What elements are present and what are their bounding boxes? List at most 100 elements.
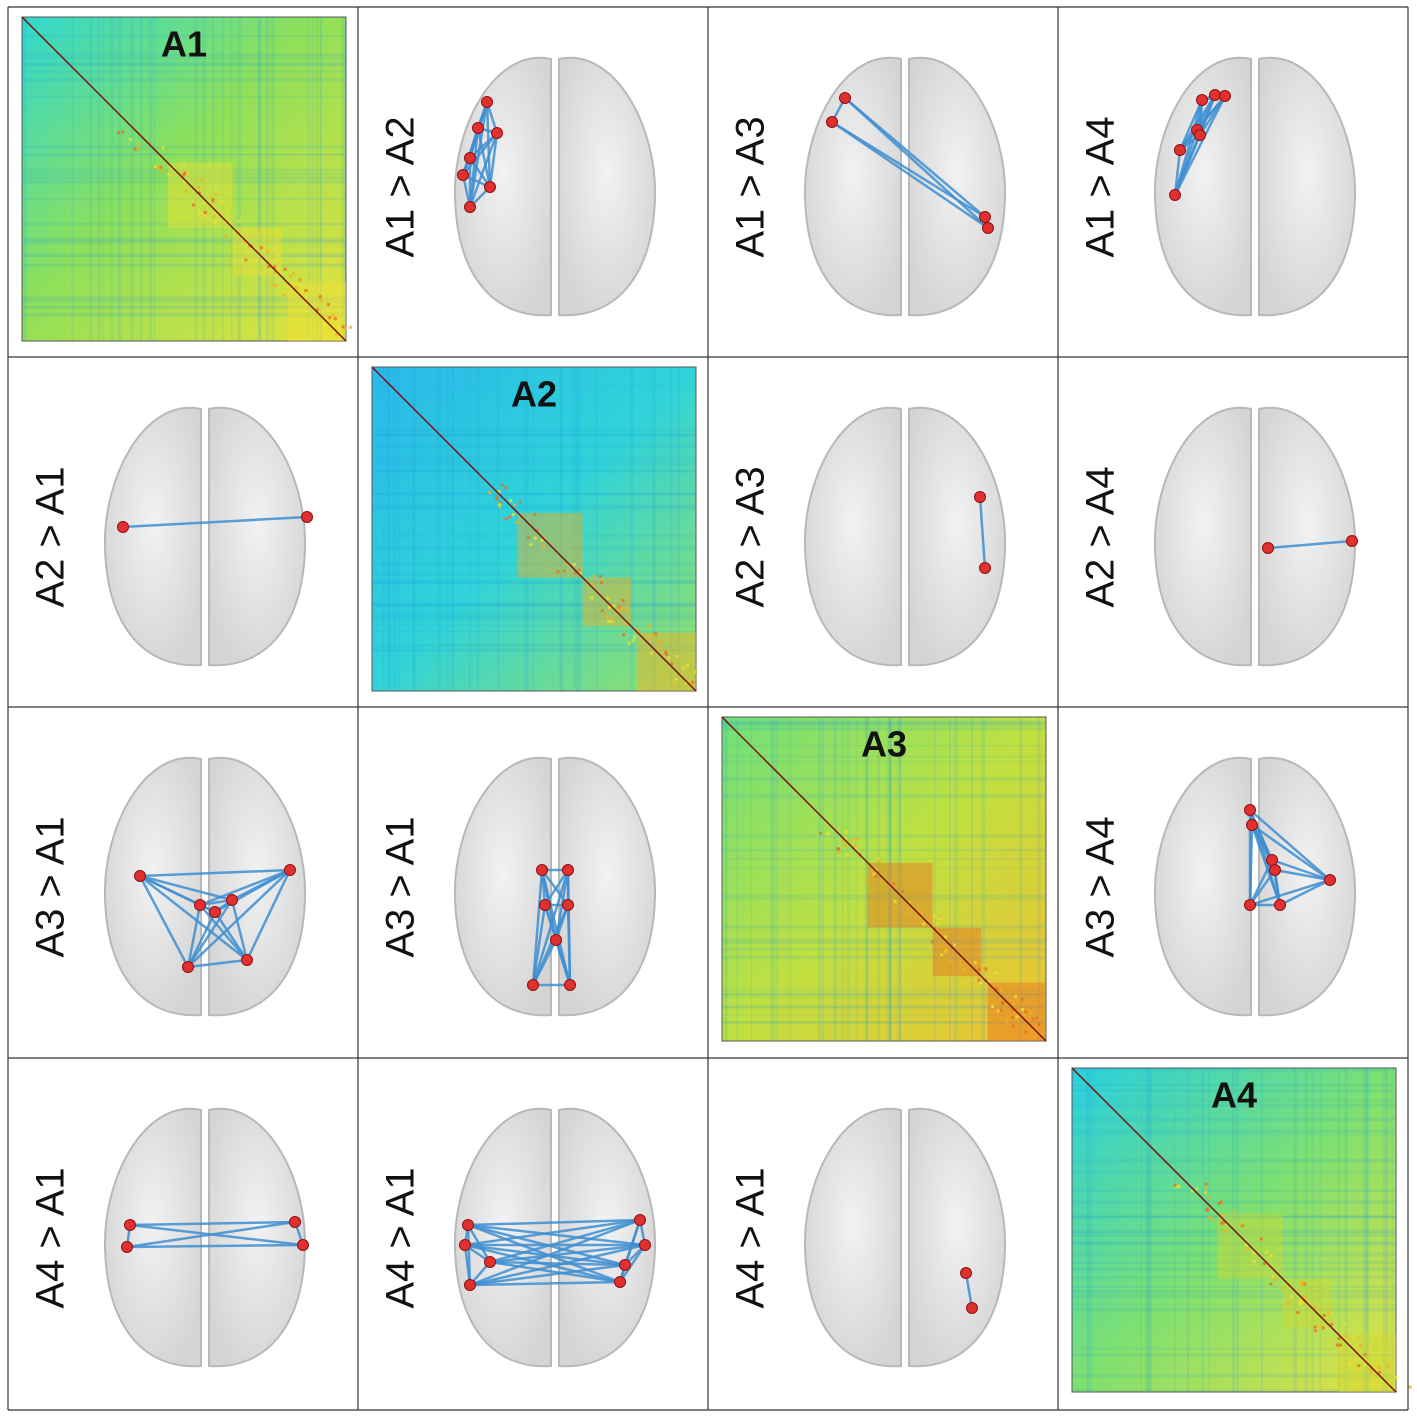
matrix-stripe bbox=[575, 367, 579, 691]
matrix-dot bbox=[984, 967, 988, 971]
matrix-dot bbox=[563, 569, 567, 573]
matrix-stripe bbox=[372, 545, 696, 550]
matrix-dot bbox=[1263, 1261, 1267, 1265]
connection bbox=[531, 869, 570, 986]
matrix-dot bbox=[1022, 1012, 1026, 1016]
matrix-stripe bbox=[1072, 1294, 1396, 1299]
matrix-dot bbox=[1370, 1381, 1374, 1385]
matrix-stripe bbox=[372, 580, 696, 585]
matrix-dot bbox=[1015, 1015, 1019, 1019]
node bbox=[614, 1276, 626, 1288]
node bbox=[472, 122, 484, 134]
connection bbox=[469, 1218, 641, 1287]
node bbox=[1269, 864, 1281, 876]
matrix-dot bbox=[578, 568, 582, 572]
connection bbox=[464, 1218, 641, 1247]
cell: A2 > A4 bbox=[1079, 406, 1358, 667]
connection bbox=[1248, 824, 1254, 906]
matrix-stripe bbox=[98, 17, 101, 341]
node bbox=[226, 894, 238, 906]
matrix-dot bbox=[826, 832, 830, 836]
matrix-dot bbox=[667, 656, 671, 660]
matrix-stripe bbox=[1087, 1068, 1090, 1392]
node bbox=[1196, 94, 1208, 106]
matrix-dot bbox=[315, 308, 319, 312]
matrix-dot bbox=[326, 302, 330, 306]
matrix-dot bbox=[1313, 1329, 1317, 1333]
matrix-diagonal bbox=[21, 16, 347, 342]
matrix-dot bbox=[1207, 1195, 1211, 1199]
matrix-stripe bbox=[722, 1021, 1046, 1023]
matrix-stripe bbox=[22, 305, 346, 310]
matrix-dot bbox=[498, 503, 502, 507]
matrix-stripe bbox=[372, 492, 696, 496]
matrix-stripe bbox=[258, 17, 261, 341]
matrix-dot bbox=[556, 570, 560, 574]
matrix-dot bbox=[1357, 1364, 1361, 1368]
matrix-dot bbox=[572, 562, 576, 566]
matrix-stripe bbox=[382, 367, 385, 691]
matrix-dot bbox=[1352, 1335, 1356, 1339]
matrix-stripe bbox=[846, 717, 850, 1041]
matrix-stripe bbox=[724, 717, 726, 1041]
node bbox=[826, 116, 838, 128]
matrix-stripe bbox=[372, 469, 696, 473]
matrix-stripe bbox=[1293, 1068, 1297, 1392]
matrix-dot bbox=[818, 831, 822, 835]
matrix-dot bbox=[944, 935, 948, 939]
matrix-dot bbox=[202, 201, 206, 205]
matrix-stripe bbox=[476, 367, 480, 691]
matrix-dot bbox=[508, 515, 512, 519]
matrix-stripe bbox=[439, 367, 441, 691]
matrix-stripe bbox=[1232, 1068, 1234, 1392]
matrix-dot bbox=[1363, 1363, 1367, 1367]
matrix-stripe bbox=[841, 717, 844, 1041]
matrix-dot bbox=[658, 639, 662, 643]
matrix-dot bbox=[663, 675, 667, 679]
matrix-dot bbox=[336, 323, 340, 327]
connection bbox=[1248, 859, 1274, 906]
matrix-stripe bbox=[722, 1006, 1046, 1009]
node bbox=[481, 96, 493, 108]
matrix-dot bbox=[273, 260, 277, 264]
matrix-dot bbox=[272, 270, 276, 274]
connection bbox=[467, 1218, 641, 1227]
contrast-label: A3 > A4 bbox=[1079, 816, 1123, 957]
matrix-dot bbox=[1303, 1297, 1307, 1301]
matrix-dot bbox=[874, 868, 878, 872]
matrix-dot bbox=[213, 211, 217, 215]
matrix-stripe bbox=[1089, 1068, 1093, 1392]
matrix-stripe bbox=[722, 834, 1046, 838]
contrast-label: A4 > A1 bbox=[729, 1167, 773, 1308]
matrix-dot bbox=[331, 313, 335, 317]
matrix-stripe bbox=[372, 385, 696, 387]
matrix-stripe bbox=[1072, 1214, 1396, 1218]
connection bbox=[1248, 869, 1277, 906]
matrix-stripe bbox=[722, 745, 1046, 747]
connection bbox=[199, 904, 248, 961]
matrix-stripe bbox=[372, 630, 696, 633]
matrix-stripe bbox=[981, 717, 986, 1041]
matrix-dot bbox=[598, 575, 602, 579]
matrix-stripe bbox=[1365, 1068, 1369, 1392]
matrix-dot bbox=[1408, 1385, 1412, 1389]
matrix-dot bbox=[994, 971, 998, 975]
matrix-stripe bbox=[595, 367, 599, 691]
matrix-stripe bbox=[22, 237, 346, 239]
matrix-dot bbox=[999, 988, 1003, 992]
matrix-stripe bbox=[447, 367, 449, 691]
matrix-stripe bbox=[22, 198, 346, 201]
matrix-dot bbox=[1298, 1298, 1302, 1302]
matrix-stripe bbox=[372, 573, 696, 576]
connection bbox=[831, 120, 989, 230]
matrix-dot bbox=[850, 838, 854, 842]
connection bbox=[129, 1223, 304, 1247]
node bbox=[284, 864, 296, 876]
matrix-stripe bbox=[386, 367, 390, 691]
matrix-dot bbox=[1300, 1301, 1304, 1305]
matrix-stripe bbox=[722, 723, 1046, 728]
matrix-dot bbox=[198, 191, 202, 195]
matrix-dot bbox=[618, 605, 622, 609]
matrix-dot bbox=[958, 962, 962, 966]
matrix-dot bbox=[921, 922, 925, 926]
